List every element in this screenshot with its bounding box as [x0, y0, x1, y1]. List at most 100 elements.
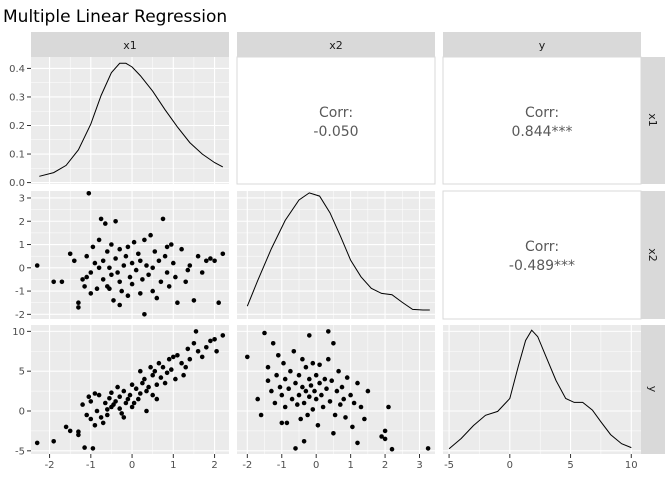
scatter-point	[133, 267, 139, 273]
scatter-point	[136, 396, 141, 402]
scatter-point	[88, 270, 94, 275]
gridlines	[237, 325, 435, 454]
y-tick-label: 0	[19, 407, 25, 418]
scatter-point	[303, 388, 309, 394]
scatter-point	[293, 446, 298, 451]
scatter-point	[129, 260, 135, 266]
scatter-point	[125, 396, 131, 402]
scatter-point	[348, 392, 353, 398]
scatter-point	[301, 439, 307, 444]
scatter-point	[300, 384, 305, 390]
scatter-point	[193, 329, 199, 334]
scatter-point	[341, 396, 347, 402]
scatter-point	[148, 364, 153, 370]
scatter-point	[117, 279, 122, 285]
row-strip-x2: x2	[641, 191, 665, 319]
x-tick-label: 1	[170, 460, 176, 471]
density-panel-y	[443, 325, 641, 454]
strip-label-row-x2: x2	[646, 248, 659, 262]
scatter-point	[84, 253, 89, 259]
scatter-point	[255, 396, 260, 402]
density-curve	[39, 62, 224, 177]
scatter-point	[131, 239, 137, 245]
scatter-point	[129, 404, 135, 410]
corr-label: Corr:	[525, 105, 559, 121]
scatter-point	[98, 415, 104, 420]
scatter-point	[307, 376, 312, 382]
scatter-point	[313, 372, 319, 378]
scatter-point	[274, 372, 279, 378]
scatter-point	[125, 244, 131, 250]
scatter-point	[212, 337, 217, 342]
scatter-point	[183, 279, 188, 285]
y-tick-label: -2	[15, 310, 25, 321]
scatter-point	[282, 376, 288, 382]
scatter-point	[133, 386, 139, 392]
scatter-point	[164, 270, 170, 275]
scatter-point	[382, 436, 388, 442]
scatter-point	[317, 380, 322, 386]
scatter-point	[195, 253, 201, 259]
bottom-axis-labels: -2 -1 0 1 2 -2 -1 0 1 2 3 -5 0 5 10	[45, 454, 638, 471]
x-tick-label: 0	[313, 460, 319, 471]
scatter-point	[362, 416, 367, 422]
scatter-point	[179, 246, 184, 252]
scatter-point	[308, 383, 314, 388]
scatter-point	[67, 428, 73, 434]
y-tick-label: 2	[19, 217, 25, 228]
scatter-point	[144, 388, 149, 394]
scatter-point	[127, 274, 133, 280]
scatter-point	[199, 354, 205, 360]
scatter-point	[277, 384, 283, 390]
gridlines	[31, 191, 229, 319]
scatter-point	[327, 399, 333, 404]
scatter-point	[296, 392, 302, 398]
x-tick-label: -2	[45, 460, 55, 471]
scatter-point	[303, 364, 309, 370]
scatter-point	[144, 263, 149, 268]
x-tick-label: 1	[347, 460, 353, 471]
scatter-point	[187, 356, 193, 362]
scatter-point	[191, 298, 197, 303]
scatter-point	[270, 341, 276, 346]
scatter-point	[269, 388, 274, 394]
scatter-point	[94, 286, 100, 292]
scatter-point	[105, 249, 110, 254]
scatter-point	[339, 384, 345, 390]
scatter-point	[185, 346, 191, 352]
corr-label: Corr:	[525, 239, 559, 255]
y-tick-label: 5	[19, 367, 25, 378]
scatter-point	[344, 375, 350, 380]
scatter-point	[284, 420, 290, 426]
scatter-point	[319, 392, 324, 398]
scatter-point	[296, 372, 302, 378]
scatter-point	[338, 402, 343, 407]
scatter-point	[279, 392, 285, 398]
scatter-point	[125, 293, 131, 299]
scatter-point	[146, 272, 151, 278]
scatter-panel-x1-y	[31, 325, 229, 454]
scatter-point	[82, 284, 87, 289]
scatter-point	[220, 333, 226, 338]
scatter-point	[100, 258, 106, 264]
scatter-panel-x1-x2	[31, 191, 229, 319]
strip-label-x1: x1	[123, 39, 137, 52]
scatter-point	[96, 265, 102, 271]
scatter-point	[320, 404, 326, 410]
gridlines	[31, 57, 229, 184]
scatter-point	[214, 349, 219, 354]
scatter-point	[310, 407, 316, 412]
scatter-point	[351, 400, 357, 406]
scatter-point	[142, 237, 147, 243]
scatter-point	[92, 260, 98, 266]
scatter-point	[300, 356, 305, 362]
strip-label-row-y: y	[646, 386, 659, 393]
row-strip-y: y	[641, 325, 665, 454]
scatter-point	[336, 368, 341, 374]
scatter-point	[298, 416, 304, 422]
scatter-point	[86, 394, 92, 400]
strip-label-x2: x2	[329, 39, 343, 52]
scatter-point	[121, 415, 127, 420]
scatter-point	[113, 399, 118, 404]
